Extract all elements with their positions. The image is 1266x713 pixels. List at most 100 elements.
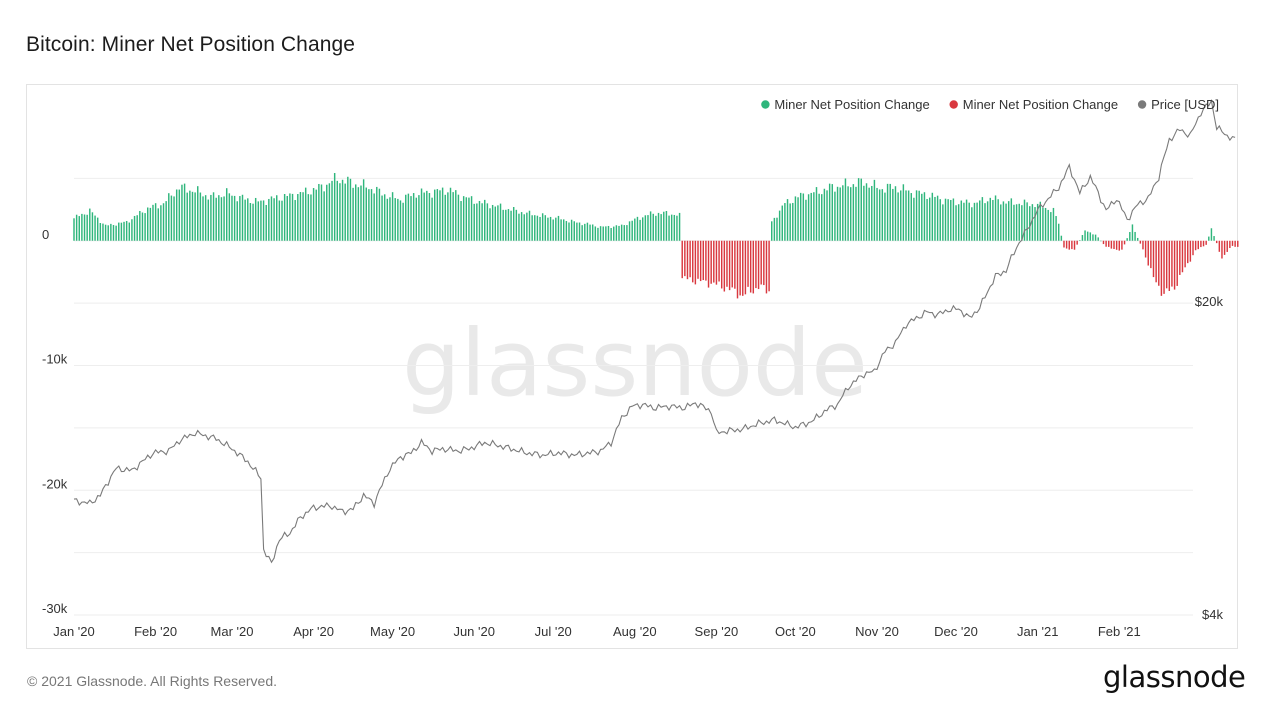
glassnode-logo[interactable]: glassnode <box>1103 660 1246 694</box>
bar-positive <box>834 191 836 241</box>
bar-positive <box>218 195 220 241</box>
bar-negative <box>1205 240 1207 245</box>
bar-negative <box>1115 240 1118 250</box>
y-tick-label: -10k <box>42 352 68 367</box>
bar-positive <box>165 201 167 241</box>
bar-positive <box>591 224 594 241</box>
chart-svg: glassnode 0 -10k -20k -30k $4k $20k Jan '20 F… <box>42 97 1239 639</box>
bar-positive <box>383 194 386 241</box>
bar-negative <box>1150 240 1152 269</box>
bar-positive <box>950 199 952 241</box>
bar-negative <box>1189 240 1192 262</box>
bar-positive <box>347 176 349 241</box>
y-right-tick-label: $4k <box>1202 607 1223 622</box>
bar-negative <box>1223 240 1226 255</box>
bar-positive <box>484 199 486 241</box>
bar-positive <box>494 206 496 241</box>
bar-positive <box>826 190 828 241</box>
bar-positive <box>557 215 560 241</box>
bar-negative <box>728 240 731 291</box>
bar-positive <box>986 201 989 241</box>
bar-positive <box>318 183 320 241</box>
bar-positive <box>652 213 654 241</box>
bar-positive <box>349 178 352 241</box>
bar-positive <box>952 198 955 241</box>
bar-negative <box>1158 240 1160 286</box>
bar-positive <box>110 223 112 241</box>
x-tick-label: Jun '20 <box>453 624 495 639</box>
bar-positive <box>254 197 257 241</box>
bar-positive <box>520 212 523 241</box>
bar-positive <box>426 190 428 241</box>
bar-negative <box>723 240 726 292</box>
bar-positive <box>133 215 136 241</box>
bar-negative <box>1152 240 1155 278</box>
bar-negative <box>742 240 744 296</box>
bar-positive <box>944 198 947 241</box>
bar-positive <box>1036 203 1039 241</box>
bar-negative <box>736 240 739 299</box>
bar-positive <box>455 190 457 241</box>
bar-positive <box>407 193 410 241</box>
bar-negative <box>1063 240 1065 248</box>
bar-negative <box>684 240 686 277</box>
bar-positive <box>244 199 246 241</box>
bar-positive <box>344 183 346 241</box>
bar-positive <box>971 207 973 241</box>
bar-positive <box>115 225 117 241</box>
bar-positive <box>618 225 620 241</box>
bar-positive <box>510 210 512 241</box>
bar-positive <box>307 194 310 241</box>
bar-positive <box>439 190 441 241</box>
bar-positive <box>784 203 786 241</box>
bar-positive <box>878 189 881 241</box>
bar-positive <box>981 197 984 241</box>
bar-negative <box>1231 240 1234 246</box>
bar-negative <box>1155 240 1157 283</box>
bar-positive <box>910 193 912 241</box>
bar-positive <box>1100 240 1102 242</box>
bar-negative <box>1160 240 1163 296</box>
bar-positive <box>144 213 146 241</box>
bar-positive <box>594 226 597 241</box>
bar-positive <box>1047 209 1049 241</box>
bar-negative <box>1139 240 1142 244</box>
bar-positive <box>420 188 423 241</box>
bar-negative <box>1068 240 1070 250</box>
chart-panel: glassnode 0 -10k -20k -30k $4k $20k Jan '20 F… <box>26 84 1239 649</box>
bar-positive <box>805 199 807 241</box>
bar-positive <box>1126 238 1128 241</box>
bar-negative <box>1113 240 1115 249</box>
y-axis-right: $4k $20k <box>1195 294 1224 622</box>
bar-negative <box>1237 240 1239 247</box>
bar-positive <box>81 213 83 241</box>
bar-positive <box>489 208 491 241</box>
x-tick-label: Feb '21 <box>1098 624 1141 639</box>
bar-positive <box>907 190 910 241</box>
bar-negative <box>715 240 718 285</box>
bar-positive <box>394 198 396 241</box>
bar-positive <box>628 221 631 241</box>
bar-positive <box>810 192 812 241</box>
legend[interactable]: Price [USD] Miner Net Position Change Mine… <box>761 97 1219 112</box>
bar-positive <box>339 183 341 241</box>
bar-positive <box>431 197 433 241</box>
bar-positive <box>649 211 652 241</box>
bar-positive <box>96 217 99 241</box>
bar-positive <box>241 194 244 241</box>
bar-positive <box>552 219 554 241</box>
bar-negative <box>768 240 770 292</box>
bar-negative <box>1165 240 1168 289</box>
bar-positive <box>992 200 994 241</box>
x-tick-label: Oct '20 <box>775 624 816 639</box>
bar-positive <box>655 215 657 241</box>
bar-positive <box>123 221 125 241</box>
bar-negative <box>1221 240 1223 259</box>
bar-positive <box>921 193 923 241</box>
bar-positive <box>212 192 215 241</box>
bar-positive <box>162 203 165 241</box>
bar-positive <box>289 193 291 241</box>
bar-negative <box>718 240 720 282</box>
bar-negative <box>1234 240 1236 247</box>
bar-positive <box>1052 207 1055 241</box>
